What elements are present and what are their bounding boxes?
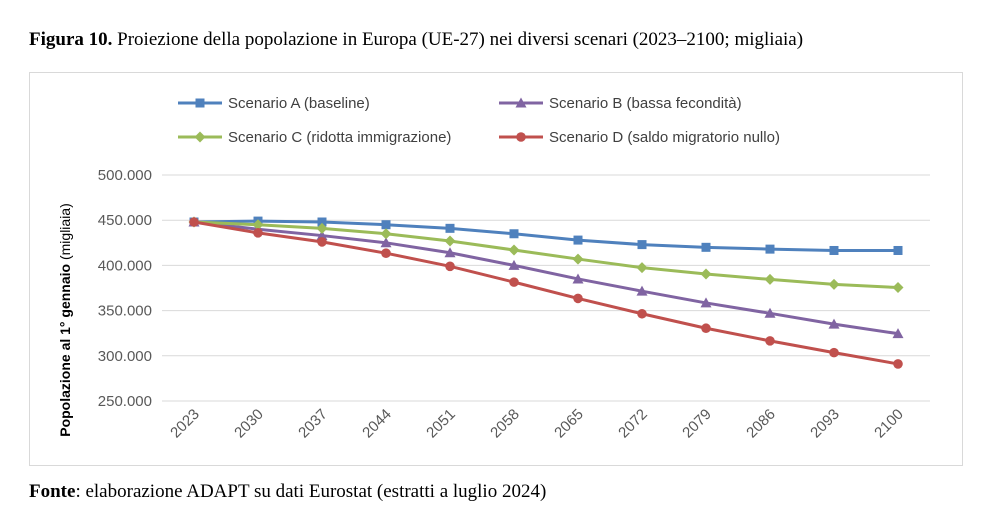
data-point [892,282,904,294]
y-tick-labels: 250.000 300.000 350.000 400.000 450.000 500.0… [98,167,152,410]
data-point [316,230,328,241]
x-tick-label: 2072 [615,406,651,442]
data-point [701,323,711,334]
line-chart: 250.000 300.000 350.000 400.000 450.000 500.0… [57,95,930,442]
data-point [317,237,327,247]
data-point [317,217,327,227]
legend-label: Scenario D (saldo migratorio nullo) [549,129,780,146]
data-point [829,347,839,358]
legend-swatch-marker [516,132,526,142]
data-point [636,262,648,274]
source-text: : elaborazione ADAPT su dati Eurostat (e… [75,481,547,502]
source-label: Fonte [29,481,76,502]
series-line [193,220,899,290]
data-point [316,222,328,234]
data-point [381,220,391,230]
y-tick-label: 400.000 [98,257,152,274]
x-tick-label: 2051 [423,406,459,442]
x-tick-label: 2058 [487,406,523,442]
legend: Scenario A (baseline) Scenario B (bassa f… [178,95,780,146]
series-line [193,220,899,366]
y-gridlines [162,174,930,402]
y-tick-label: 300.000 [98,348,152,365]
data-point [893,359,903,369]
figure-caption: Figura 10. Proiezione della popolazione … [29,28,979,52]
chart-area: 250.000 300.000 350.000 400.000 450.000 500.0… [29,72,963,466]
data-point [573,293,583,304]
x-tick-label: 2065 [551,406,587,442]
data-point [636,285,648,296]
data-point [828,278,840,290]
x-tick-label: 2100 [871,406,907,442]
y-tick-label: 350.000 [98,303,152,320]
x-tick-label: 2023 [167,406,203,442]
data-point [445,223,455,233]
legend-label: Scenario C (ridotta immigrazione) [228,129,451,146]
x-tick-label: 2030 [231,406,267,442]
y-tick-label: 450.000 [98,212,152,229]
y-axis-label-unit: (migliaia) [57,203,73,260]
series-line [193,219,898,252]
series-2 [188,216,904,339]
legend-label: Scenario B (bassa fecondità) [549,95,742,112]
x-tick-labels: 2023 2030 2037 2044 2051 2058 2065 2072 2079 2086… [167,406,907,442]
data-point [764,307,776,318]
legend-item: Scenario C (ridotta immigrazione) [178,129,451,146]
data-point [444,235,456,247]
data-point [893,245,903,255]
data-point [637,308,647,319]
legend-item: Scenario A (baseline) [178,95,370,112]
legend-label: Scenario A (baseline) [228,95,370,112]
data-point [445,261,455,272]
figure-label: Figura 10. [29,29,113,50]
y-axis-label-text: Popolazione al 1° gennaio [57,260,73,437]
legend-swatch-marker [195,98,205,108]
data-point [509,229,519,239]
data-point [508,244,520,256]
legend-item: Scenario B (bassa fecondità) [499,95,742,112]
data-point [189,217,199,227]
data-point [700,297,712,308]
data-point [508,259,520,270]
y-axis-label: Popolazione al 1° gennaio (migliaia) [57,203,73,437]
x-tick-label: 2086 [743,406,779,442]
data-point [572,273,584,284]
series-4 [189,217,903,369]
y-tick-label: 250.000 [98,393,152,410]
data-point [637,240,647,250]
data-point [380,237,392,248]
data-point [380,228,392,240]
data-point [764,273,776,285]
legend-swatch-marker [515,97,527,108]
data-point [573,235,583,245]
x-tick-label: 2093 [807,406,843,442]
data-point [509,277,519,287]
figure-title: Proiezione della popolazione in Europa (… [117,29,804,50]
legend-swatch-marker [194,131,206,143]
data-point [828,318,840,329]
x-tick-label: 2037 [295,406,331,442]
data-point [381,248,391,258]
legend-item: Scenario D (saldo migratorio nullo) [499,129,780,146]
data-point [444,247,456,258]
data-point [252,219,264,231]
series-line [193,220,899,336]
y-tick-label: 500.000 [98,167,152,184]
data-point [829,245,839,255]
data-point [892,328,904,339]
x-tick-label: 2079 [679,406,715,442]
data-point [701,242,711,252]
data-point [700,268,712,280]
data-point [253,228,263,238]
series-1 [189,216,903,255]
data-point [572,253,584,265]
x-tick-label: 2044 [359,406,395,442]
source-note: Fonte: elaborazione ADAPT su dati Eurost… [29,480,979,504]
data-point [765,336,775,346]
data-point [765,244,775,254]
series-3 [188,216,904,294]
